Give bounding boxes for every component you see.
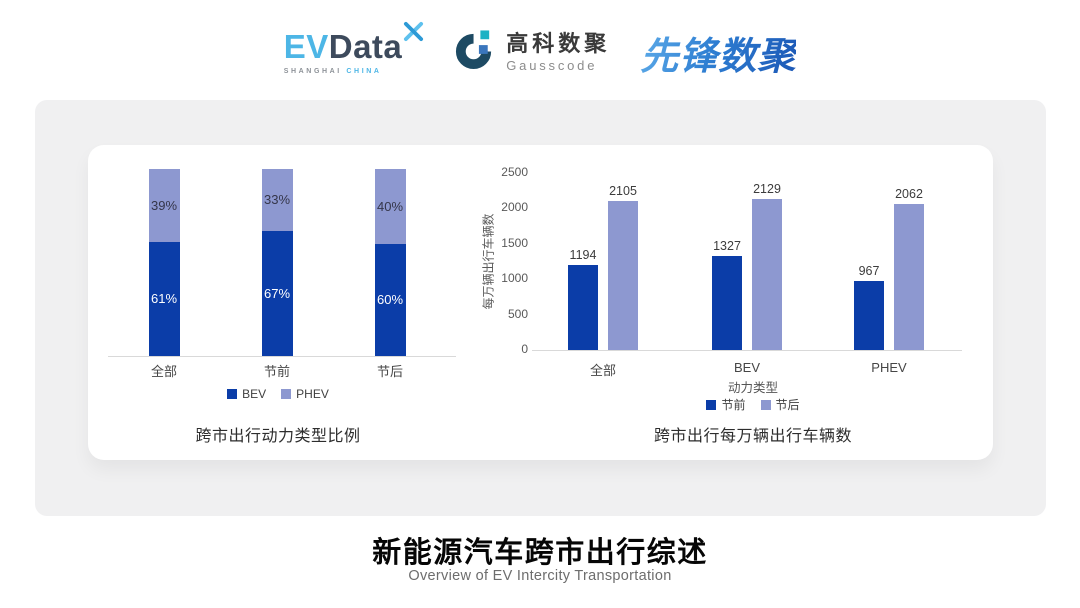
evdata-ev-text: EV	[283, 27, 329, 65]
page-title: 新能源汽车跨市出行综述	[372, 537, 708, 569]
gausscode-en-text: Gausscode	[506, 57, 598, 73]
legend-swatch-icon	[760, 399, 771, 410]
x-axis-label: 动力类型	[727, 381, 778, 395]
evdata-subtitle-china: CHINA	[346, 67, 382, 75]
evdata-data-text: Data	[328, 27, 403, 65]
pinwheel-icon	[403, 21, 424, 46]
legend-swatch-icon	[706, 399, 717, 410]
post-holiday-bar	[894, 203, 924, 350]
phev-bar-segment: 40%	[374, 169, 406, 244]
left-chart-title: 跨市出行动力类型比例	[195, 428, 361, 445]
pioneer-wordmark: 先锋数聚	[640, 35, 797, 78]
bev-bar-segment: 60%	[374, 243, 406, 356]
gausscode-g-icon	[454, 28, 497, 76]
bar-value-label: 2129	[753, 181, 781, 196]
gausscode-wordmark: 高科数聚 Gausscode	[506, 30, 611, 73]
logo-header: EV Data SHANGHAI CHINA 高科数聚 Gausscode	[0, 21, 1080, 82]
pioneer-logo: 先锋数聚	[640, 25, 796, 80]
evdata-subtitle: SHANGHAI CHINA	[284, 68, 425, 75]
bar-value-label: 1194	[569, 248, 597, 263]
pre-holiday-bar	[712, 255, 742, 350]
charts-card: 跨市出行动力类型比例 61% 39% 全部 67% 33% 节前 60% 40% 节后 BEV PH…	[35, 100, 1046, 516]
phev-bar-segment: 39%	[148, 169, 180, 242]
evdata-wordmark: EV Data	[283, 21, 425, 65]
y-tick-label: 1500	[501, 235, 528, 250]
pre-holiday-bar	[568, 265, 598, 350]
charts-panel: 跨市出行动力类型比例 61% 39% 全部 67% 33% 节前 60% 40% 节后 BEV PH…	[88, 145, 993, 460]
left-axis-baseline	[108, 356, 456, 357]
legend-swatch-icon	[227, 389, 238, 399]
legend-label: PHEV	[296, 387, 329, 401]
right-legend: 节前 节后	[533, 396, 973, 413]
right-chart-title: 跨市出行每万辆出行车辆数	[653, 428, 852, 445]
page-subtitle: Overview of EV Intercity Transportation	[408, 568, 672, 584]
bar-value-label: 2105	[609, 183, 637, 198]
right-legend-item: 节后	[760, 396, 800, 413]
gausscode-logo: 高科数聚 Gausscode	[454, 28, 610, 76]
bar-value-label: 1327	[713, 238, 741, 253]
legend-label: BEV	[242, 387, 267, 401]
bar-value-label: 2062	[895, 186, 923, 201]
left-legend-item: BEV	[227, 387, 266, 401]
gausscode-cn-text: 高科数聚	[506, 30, 611, 56]
left-category-label: 节后	[376, 364, 403, 379]
legend-label: 节前	[721, 398, 746, 412]
y-tick-label: 2000	[501, 200, 528, 214]
evdata-logo: EV Data SHANGHAI CHINA	[283, 21, 425, 75]
y-tick-label: 2500	[501, 164, 528, 179]
left-legend-item: PHEV	[281, 387, 329, 401]
left-category-label: 节前	[263, 364, 290, 379]
post-holiday-bar	[608, 200, 638, 350]
right-category-label: BEV	[733, 360, 760, 375]
right-legend-item: 节前	[706, 396, 746, 413]
y-tick-label: 500	[507, 306, 528, 321]
y-tick-label: 0	[521, 342, 528, 356]
y-tick-label: 1000	[501, 271, 528, 285]
left-category-label: 全部	[150, 364, 177, 379]
evdata-subtitle-shanghai: SHANGHAI	[283, 67, 342, 75]
post-holiday-bar	[752, 198, 782, 350]
left-legend: BEV PHEV	[88, 387, 468, 401]
right-category-label: PHEV	[871, 360, 907, 375]
grouped-bar-chart: 每万辆出行车辆数 动力类型 跨市出行每万辆出行车辆数 0 500 1000 1500 2…	[463, 145, 993, 460]
right-category-label: 全部	[589, 363, 616, 378]
stacked-bar-chart: 跨市出行动力类型比例 61% 39% 全部 67% 33% 节前 60% 40% 节后 BEV PH…	[88, 145, 468, 460]
legend-swatch-icon	[281, 389, 292, 399]
bev-bar-segment: 61%	[148, 241, 180, 356]
legend-label: 节后	[775, 398, 800, 412]
phev-bar-segment: 33%	[261, 169, 293, 231]
pre-holiday-bar	[854, 281, 884, 350]
right-axis-baseline	[532, 350, 962, 351]
bev-bar-segment: 67%	[261, 230, 293, 356]
y-axis-label: 每万辆出行车辆数	[481, 213, 496, 310]
bar-value-label: 967	[858, 264, 880, 279]
